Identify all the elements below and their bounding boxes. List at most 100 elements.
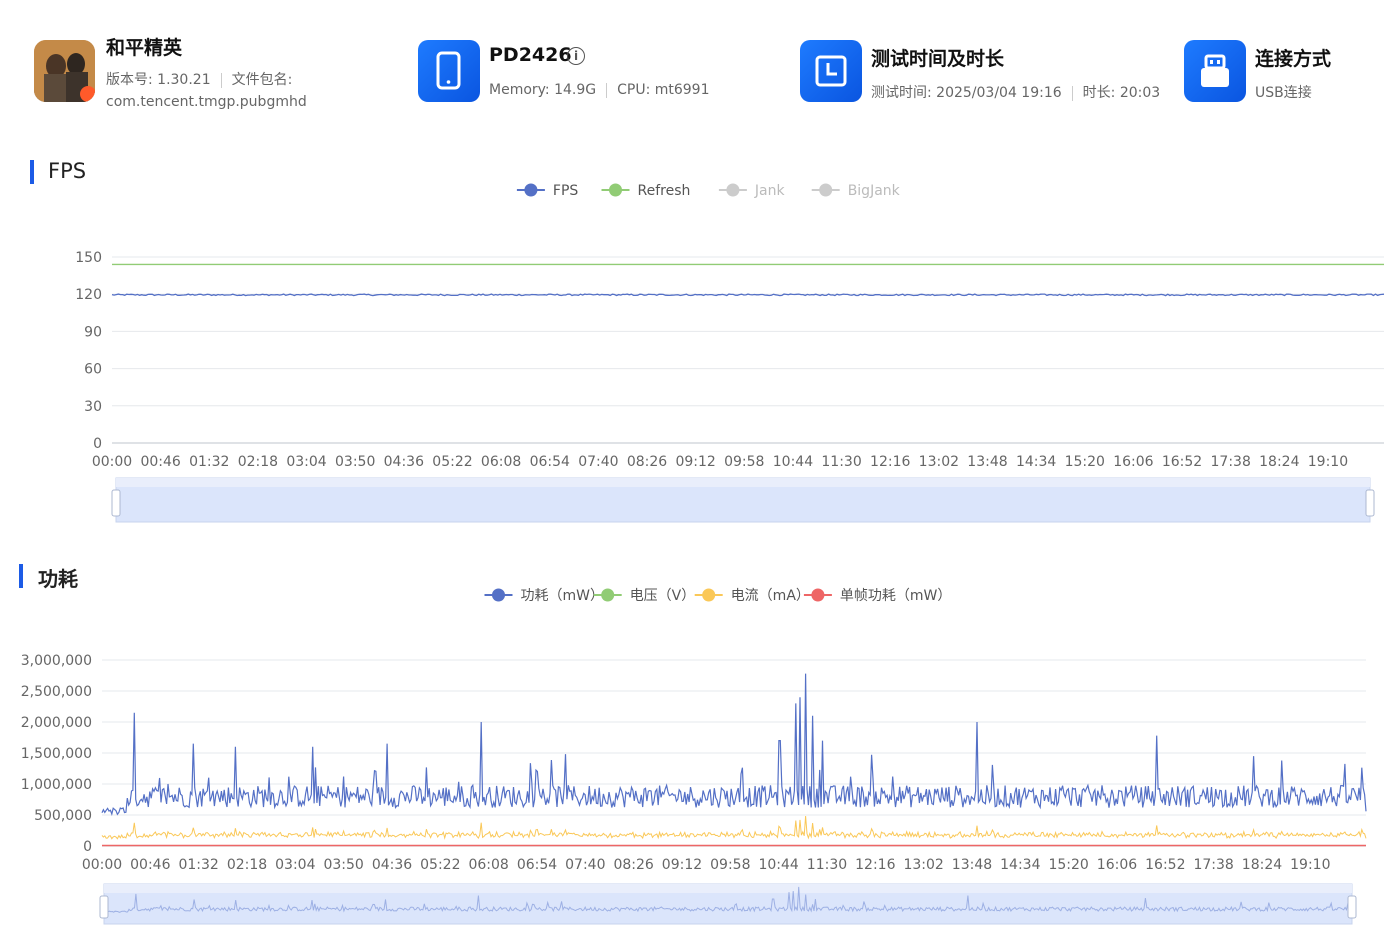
x-tick-label: 01:32 [178, 857, 218, 873]
x-tick-label: 11:30 [821, 454, 861, 470]
x-tick-label: 08:26 [613, 857, 653, 873]
zoom-handle-right[interactable] [1365, 489, 1375, 517]
y-tick-label: 1,500,000 [21, 746, 92, 762]
legend-label: 电流（mA） [731, 588, 810, 604]
x-tick-label: 10:44 [758, 857, 798, 873]
zoom-handle-left[interactable] [99, 895, 109, 919]
test-specs: 测试时间: 2025/03/04 19:16 时长: 20:03 [871, 82, 1160, 102]
x-tick-label: 09:58 [724, 454, 764, 470]
x-tick-label: 13:02 [919, 454, 959, 470]
app-name: 和平精英 [106, 37, 183, 59]
legend-label: Jank [754, 183, 786, 199]
app-version: 版本号: 1.30.21 文件包名: [106, 69, 292, 89]
x-tick-label: 14:34 [1016, 454, 1056, 470]
zoom-drag-bar [104, 884, 1352, 893]
divider [606, 82, 608, 98]
x-tick-label: 13:02 [903, 857, 943, 873]
x-tick-label: 00:00 [92, 454, 132, 470]
x-tick-label: 16:52 [1145, 857, 1185, 873]
x-tick-label: 17:38 [1211, 454, 1251, 470]
device-memory: Memory: 14.9G [489, 82, 597, 98]
x-tick-label: 05:22 [432, 454, 472, 470]
test-time-card: 测试时间及时长 测试时间: 2025/03/04 19:16 时长: 20:03 [800, 30, 1170, 110]
y-tick-label: 500,000 [34, 808, 92, 824]
y-tick-label: 1,000,000 [21, 777, 92, 793]
legend-item-2[interactable]: Jank [718, 183, 786, 199]
legend-marker [819, 183, 833, 197]
connection-title: 连接方式 [1255, 48, 1332, 70]
legend-label: BigJank [848, 183, 901, 199]
device-card: PD2426 i Memory: 14.9G CPU: mt6991 [418, 30, 718, 110]
x-tick-label: 12:16 [855, 857, 895, 873]
legend-label: 功耗（mW） [521, 588, 604, 604]
legend-marker [601, 588, 615, 602]
x-tick-label: 18:24 [1259, 454, 1299, 470]
legend-label: 电压（V） [630, 588, 696, 604]
legend-label: 单帧功耗（mW） [840, 588, 951, 604]
power-section-marker [19, 564, 23, 588]
x-tick-label: 05:22 [420, 857, 460, 873]
zoom-drag-bar [116, 478, 1370, 487]
connection-card: 连接方式 USB连接 [1184, 30, 1384, 110]
x-tick-label: 15:20 [1048, 857, 1088, 873]
legend-item-0[interactable]: 功耗（mW） [484, 588, 604, 604]
data-zoom-slider[interactable] [111, 477, 1375, 523]
x-tick-label: 11:30 [807, 857, 847, 873]
zoom-preview-line [103, 886, 1353, 913]
legend-item-3[interactable]: BigJank [811, 183, 901, 199]
package-label: 文件包名: [231, 72, 293, 88]
x-tick-label: 03:50 [335, 454, 375, 470]
fps-section-marker [30, 160, 34, 184]
zoom-handle-right[interactable] [1347, 895, 1357, 919]
x-tick-label: 03:50 [323, 857, 363, 873]
power-chart: 功耗（mW） 电压（V） 电流（mA） 单帧功耗（mW） 0 500,000 1,000,0… [21, 588, 1367, 925]
x-tick-label: 14:34 [1000, 857, 1040, 873]
legend-item-3[interactable]: 单帧功耗（mW） [803, 588, 951, 604]
y-tick-label: 0 [93, 436, 102, 452]
x-tick-label: 00:46 [140, 454, 180, 470]
x-tick-label: 13:48 [952, 857, 992, 873]
series-fps-line [111, 293, 1385, 297]
x-tick-label: 06:08 [481, 454, 521, 470]
version-label: 版本号: 1.30.21 [106, 72, 211, 88]
x-tick-label: 09:12 [675, 454, 715, 470]
x-tick-label: 19:10 [1290, 857, 1330, 873]
x-tick-label: 19:10 [1308, 454, 1348, 470]
x-tick-label: 16:52 [1162, 454, 1202, 470]
data-zoom-slider[interactable] [99, 883, 1357, 925]
divider [220, 72, 222, 88]
y-tick-label: 150 [75, 250, 102, 266]
y-tick-label: 2,500,000 [21, 684, 92, 700]
series-current-line [101, 815, 1367, 840]
x-tick-label: 04:36 [384, 454, 424, 470]
x-tick-label: 00:46 [130, 857, 170, 873]
x-tick-label: 17:38 [1193, 857, 1233, 873]
info-circle-icon[interactable]: i [567, 47, 585, 65]
legend-marker [609, 183, 622, 197]
x-tick-label: 04:36 [372, 857, 412, 873]
power-section-title: 功耗 [38, 567, 78, 591]
fps-section-title: FPS [48, 159, 87, 183]
x-tick-label: 18:24 [1242, 857, 1282, 873]
legend-marker [811, 588, 825, 602]
legend-label: Refresh [638, 183, 691, 199]
x-tick-label: 06:54 [517, 857, 557, 873]
legend-marker [702, 588, 716, 602]
legend-item-2[interactable]: 电流（mA） [694, 588, 810, 604]
zoom-handle-left[interactable] [111, 489, 121, 517]
legend-marker [726, 183, 740, 197]
y-tick-label: 90 [84, 324, 102, 340]
legend-item-1[interactable]: Refresh [601, 183, 691, 199]
legend-item-1[interactable]: 电压（V） [593, 588, 696, 604]
clock-icon [800, 40, 862, 102]
x-tick-label: 06:54 [530, 454, 570, 470]
legend-item-0[interactable]: FPS [516, 183, 578, 199]
y-tick-label: 60 [84, 362, 102, 378]
x-tick-label: 12:16 [870, 454, 910, 470]
device-cpu: CPU: mt6991 [617, 82, 710, 98]
x-tick-label: 15:20 [1065, 454, 1105, 470]
x-tick-label: 10:44 [773, 454, 813, 470]
test-title: 测试时间及时长 [871, 48, 1005, 70]
x-tick-label: 02:18 [227, 857, 267, 873]
divider [1071, 85, 1073, 101]
